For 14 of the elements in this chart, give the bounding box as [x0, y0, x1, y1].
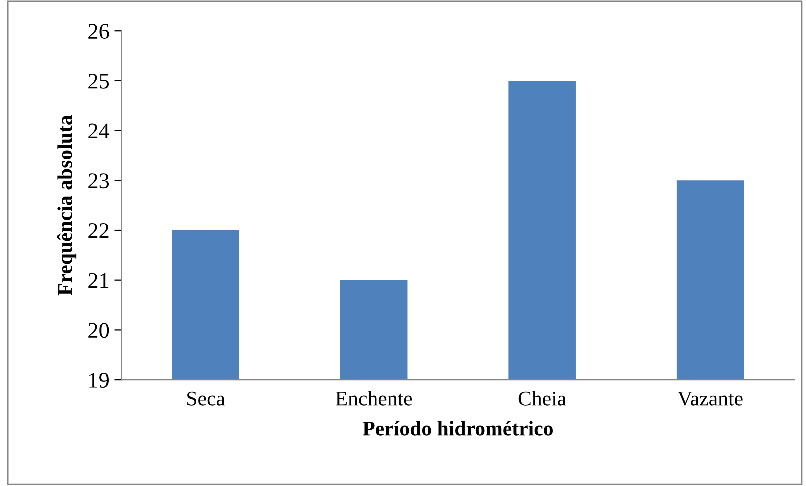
- x-tick-label: Vazante: [678, 392, 743, 406]
- y-tick-label: 24: [88, 124, 110, 139]
- y-tick-label: 20: [88, 323, 110, 338]
- x-axis-title: Período hidrométrico: [363, 421, 553, 436]
- x-tick-label: Enchente: [336, 391, 412, 406]
- y-tick-label: 19: [90, 373, 109, 388]
- y-tick-label: 25: [88, 74, 110, 89]
- y-axis-title: Frequência absoluta: [57, 116, 77, 296]
- y-tick-label: 21: [88, 273, 109, 288]
- y-tick-label: 23: [88, 174, 110, 189]
- y-tick-label: 22: [88, 224, 109, 238]
- y-tick-label: 26: [88, 24, 110, 40]
- x-tick-label: Cheia: [518, 391, 566, 406]
- x-tick-label: Seca: [188, 392, 226, 406]
